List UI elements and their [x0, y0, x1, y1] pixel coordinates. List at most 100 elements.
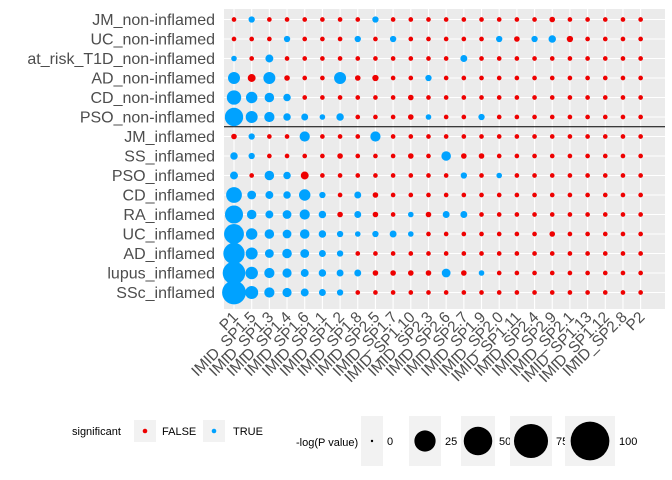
- dot: [567, 251, 573, 256]
- dot: [443, 231, 449, 237]
- y-tick-label: PSO_non-inflamed: [80, 110, 215, 127]
- dot: [514, 153, 520, 159]
- dot: [408, 75, 414, 81]
- dot: [264, 267, 275, 279]
- dot: [408, 153, 414, 159]
- dot: [567, 134, 573, 139]
- dot: [282, 287, 292, 298]
- dot: [320, 75, 325, 81]
- legend-size-keys: 0 25 50 75 100: [361, 416, 637, 466]
- dot: [337, 56, 343, 61]
- dot: [496, 192, 502, 198]
- dot: [370, 131, 381, 142]
- dot: [585, 290, 590, 295]
- dot: [549, 290, 555, 295]
- dot: [567, 290, 573, 295]
- dot: [602, 212, 608, 217]
- x-tick-labels: P1IMID_SP1.5IMID_SP1.3IMID_SP1.4IMID_SP1…: [188, 309, 648, 386]
- dot: [496, 95, 502, 100]
- dot: [284, 17, 290, 22]
- dot: [443, 290, 449, 295]
- dot: [441, 151, 451, 161]
- dot: [249, 36, 255, 42]
- dot: [355, 251, 361, 256]
- dot: [532, 192, 537, 198]
- dot: [567, 95, 573, 100]
- legend-label-false: FALSE: [162, 426, 196, 438]
- dot: [549, 75, 555, 81]
- dot: [532, 114, 537, 120]
- dot: [408, 56, 414, 61]
- dot: [372, 270, 379, 276]
- dot: [336, 250, 344, 257]
- dot: [373, 153, 378, 159]
- dot: [230, 152, 238, 160]
- dot: [443, 251, 449, 256]
- dot: [602, 17, 608, 22]
- dot: [549, 16, 556, 23]
- dot: [514, 114, 520, 120]
- dot: [245, 266, 258, 280]
- dot: [425, 74, 432, 82]
- dot: [442, 211, 450, 218]
- dot: [514, 212, 520, 217]
- dot: [337, 17, 343, 22]
- dot: [318, 269, 327, 277]
- dot: [425, 114, 432, 120]
- dot: [638, 17, 643, 22]
- dot: [248, 133, 255, 140]
- dot: [354, 269, 362, 277]
- dot: [549, 114, 555, 120]
- dot: [408, 211, 414, 218]
- dot: [602, 290, 608, 295]
- dot: [302, 153, 308, 159]
- dot: [299, 209, 310, 220]
- dot: [425, 270, 432, 276]
- dot: [532, 153, 537, 159]
- dot: [602, 114, 608, 120]
- dot: [245, 111, 258, 123]
- dot: [549, 231, 556, 237]
- dot: [282, 248, 292, 259]
- dot: [226, 187, 242, 203]
- dot: [231, 55, 237, 62]
- dot: [496, 35, 503, 43]
- dot: [284, 75, 290, 81]
- dot: [479, 36, 484, 42]
- dot: [390, 270, 396, 276]
- dot: [514, 75, 520, 81]
- dot: [389, 230, 397, 238]
- dot: [390, 173, 396, 178]
- dot: [224, 107, 244, 127]
- dot: [283, 191, 291, 199]
- dot: [478, 270, 485, 276]
- dot: [231, 36, 237, 42]
- dot: [514, 95, 520, 100]
- dot: [496, 153, 502, 159]
- legend-size-label: 100: [619, 436, 637, 448]
- dot: [318, 250, 326, 257]
- dot: [426, 36, 431, 42]
- dot: [283, 171, 291, 180]
- dot: [320, 56, 325, 61]
- dot: [265, 54, 274, 63]
- dot: [228, 72, 240, 84]
- dot: [514, 36, 520, 42]
- dot: [567, 56, 573, 61]
- dot: [638, 231, 643, 237]
- dot: [302, 95, 308, 100]
- legend-label-true: TRUE: [233, 426, 263, 438]
- dot: [585, 153, 590, 159]
- dot: [461, 75, 467, 81]
- dot: [566, 35, 574, 43]
- dot: [230, 171, 238, 180]
- dot: [602, 231, 608, 237]
- dot: [318, 289, 326, 296]
- x-tick-label: P2: [623, 309, 648, 334]
- dot: [264, 170, 275, 181]
- dot: [567, 231, 573, 237]
- dot: [620, 134, 626, 139]
- dot: [373, 36, 378, 42]
- dot: [567, 153, 573, 159]
- dot: [300, 171, 309, 180]
